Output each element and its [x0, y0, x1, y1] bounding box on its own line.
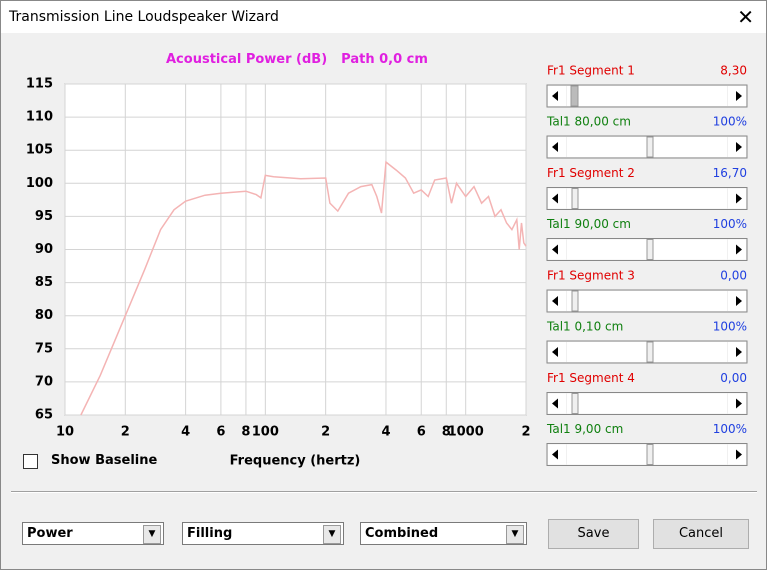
y-tick-label: 95 — [35, 209, 53, 224]
segment-label: Fr1 Segment 2 — [547, 166, 635, 180]
y-tick-label: 115 — [26, 77, 53, 92]
segment-label: Fr1 Segment 4 — [547, 371, 635, 385]
arrow-left — [552, 449, 558, 460]
y-tick-label: 110 — [26, 110, 53, 125]
x-tick-label: 8 — [442, 425, 451, 440]
arrow-left — [552, 296, 558, 306]
x-tick-label: 6 — [216, 425, 225, 440]
arrow-left — [552, 347, 558, 357]
dropdown[interactable]: Combined ▼ — [360, 522, 527, 545]
arrow-right — [736, 449, 742, 460]
dropdown[interactable]: Power ▼ — [22, 522, 164, 545]
chart-title-text: Acoustical Power (dB) — [166, 52, 327, 67]
dropdown-arrow: ▼ — [143, 525, 161, 544]
segment-value: 0,00 — [720, 269, 747, 283]
arrow-right — [736, 193, 742, 204]
y-tick-label: 70 — [35, 374, 53, 389]
checkbox[interactable] — [23, 454, 38, 469]
tal-value: 100% — [713, 320, 747, 334]
arrow-right — [736, 244, 742, 255]
x-tick-label: 4 — [181, 425, 190, 440]
arrow-right — [736, 142, 742, 152]
scrollbar-fill — [567, 393, 727, 414]
data-line — [80, 160, 527, 416]
dropdown-text: Filling — [187, 526, 233, 541]
arrow-left — [552, 398, 558, 409]
scrollbar-thumb — [646, 239, 654, 260]
x-tick-label: 100 — [252, 425, 279, 440]
scrollbar-thumb — [646, 341, 654, 363]
scrollbar-fill — [567, 188, 727, 209]
x-tick-label: 2 — [321, 425, 330, 440]
x-axis-label: Frequency (hertz) — [230, 454, 361, 469]
tal-value: 100% — [713, 217, 747, 231]
scrollbar-thumb — [571, 188, 579, 209]
arrow-left — [552, 142, 558, 152]
y-tick-label: 75 — [35, 341, 53, 356]
tal-value: 100% — [713, 422, 747, 436]
scrollbar[interactable] — [546, 187, 748, 210]
x-tick-label: 6 — [417, 425, 426, 440]
scrollbar[interactable] — [546, 289, 748, 313]
dropdown-text: Combined — [365, 526, 439, 541]
x-tick-label: 1000 — [448, 425, 484, 440]
scrollbar-thumb — [571, 393, 579, 414]
dropdown-arrow: ▼ — [506, 525, 524, 544]
dropdown-arrow: ▼ — [323, 525, 341, 544]
arrow-right — [736, 91, 742, 101]
segment-label: Fr1 Segment 3 — [547, 269, 635, 283]
segment-value: 8,30 — [720, 64, 747, 78]
arrow-left — [552, 244, 558, 255]
tal-label: Tal1 0,10 cm — [546, 320, 623, 334]
x-tick-label: 4 — [381, 425, 390, 440]
segment-value: 0,00 — [720, 371, 747, 385]
save-button[interactable]: Save — [548, 519, 639, 549]
scrollbar-fill — [567, 291, 727, 311]
dropdown[interactable]: Filling ▼ — [182, 522, 344, 545]
scrollbar[interactable] — [546, 84, 748, 108]
chart-subtitle: Path 0,0 cm — [341, 52, 428, 67]
dropdown-text: Power — [27, 526, 73, 541]
arrow-right — [736, 296, 742, 306]
y-tick-label: 85 — [35, 275, 53, 290]
arrow-left — [552, 193, 558, 204]
x-tick-label: 10 — [56, 425, 74, 440]
y-tick-label: 100 — [26, 176, 53, 191]
tal-label: Tal1 80,00 cm — [546, 115, 631, 129]
scrollbar[interactable] — [546, 340, 748, 364]
scrollbar-thumb — [571, 290, 579, 312]
separator — [11, 491, 757, 493]
x-tick-label: 8 — [241, 425, 250, 440]
scrollbar[interactable] — [546, 443, 748, 466]
tal-value: 100% — [713, 115, 747, 129]
y-tick-label: 90 — [35, 242, 53, 257]
y-tick-label: 105 — [26, 143, 53, 158]
tal-label: Tal1 9,00 cm — [546, 422, 623, 436]
x-tick-label: 2 — [521, 425, 530, 440]
y-tick-label: 80 — [35, 308, 53, 323]
y-tick-label: 65 — [35, 408, 53, 423]
title-bar: Transmission Line Loudspeaker Wizard ✕ — [1, 1, 766, 33]
scrollbar-thumb — [646, 136, 654, 158]
scrollbar-thumb — [646, 444, 654, 465]
cancel-button[interactable]: Cancel — [653, 519, 749, 549]
scrollbar-fill — [567, 86, 727, 106]
arrow-right — [736, 347, 742, 357]
arrow-left — [552, 91, 558, 101]
scrollbar[interactable] — [546, 238, 748, 261]
scrollbar[interactable] — [546, 392, 748, 415]
checkbox-label[interactable]: Show Baseline — [51, 453, 158, 468]
window-title: Transmission Line Loudspeaker Wizard — [9, 9, 279, 25]
x-tick-label: 2 — [121, 425, 130, 440]
scrollbar-thumb — [570, 85, 579, 107]
scrollbar[interactable] — [546, 135, 748, 159]
segment-value: 16,70 — [713, 166, 747, 180]
close-button[interactable]: ✕ — [737, 5, 754, 29]
chart-title: Acoustical Power (dB) Path 0,0 cm — [166, 52, 428, 67]
arrow-right — [736, 398, 742, 409]
tal-label: Tal1 90,00 cm — [546, 217, 631, 231]
segment-label: Fr1 Segment 1 — [547, 64, 635, 78]
